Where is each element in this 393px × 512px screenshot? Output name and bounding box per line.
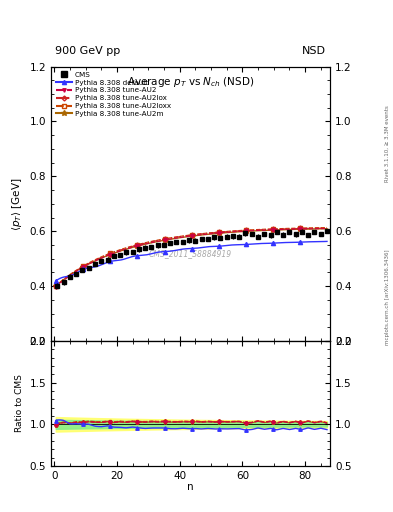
Text: NSD: NSD xyxy=(302,46,326,56)
Text: mcplots.cern.ch [arXiv:1306.3436]: mcplots.cern.ch [arXiv:1306.3436] xyxy=(385,249,389,345)
Y-axis label: Ratio to CMS: Ratio to CMS xyxy=(15,375,24,433)
Legend: CMS, Pythia 8.308 default, Pythia 8.308 tune-AU2, Pythia 8.308 tune-AU2lox, Pyth: CMS, Pythia 8.308 default, Pythia 8.308 … xyxy=(55,70,173,118)
Text: Rivet 3.1.10, ≥ 3.3M events: Rivet 3.1.10, ≥ 3.3M events xyxy=(385,105,389,182)
Text: Average $p_T$ vs $N_{ch}$ (NSD): Average $p_T$ vs $N_{ch}$ (NSD) xyxy=(127,75,254,89)
Y-axis label: $\langle p_T\rangle$ [GeV]: $\langle p_T\rangle$ [GeV] xyxy=(10,177,24,230)
X-axis label: n: n xyxy=(187,482,194,492)
Text: CMS_2011_S8884919: CMS_2011_S8884919 xyxy=(149,249,232,258)
Text: 900 GeV pp: 900 GeV pp xyxy=(55,46,120,56)
